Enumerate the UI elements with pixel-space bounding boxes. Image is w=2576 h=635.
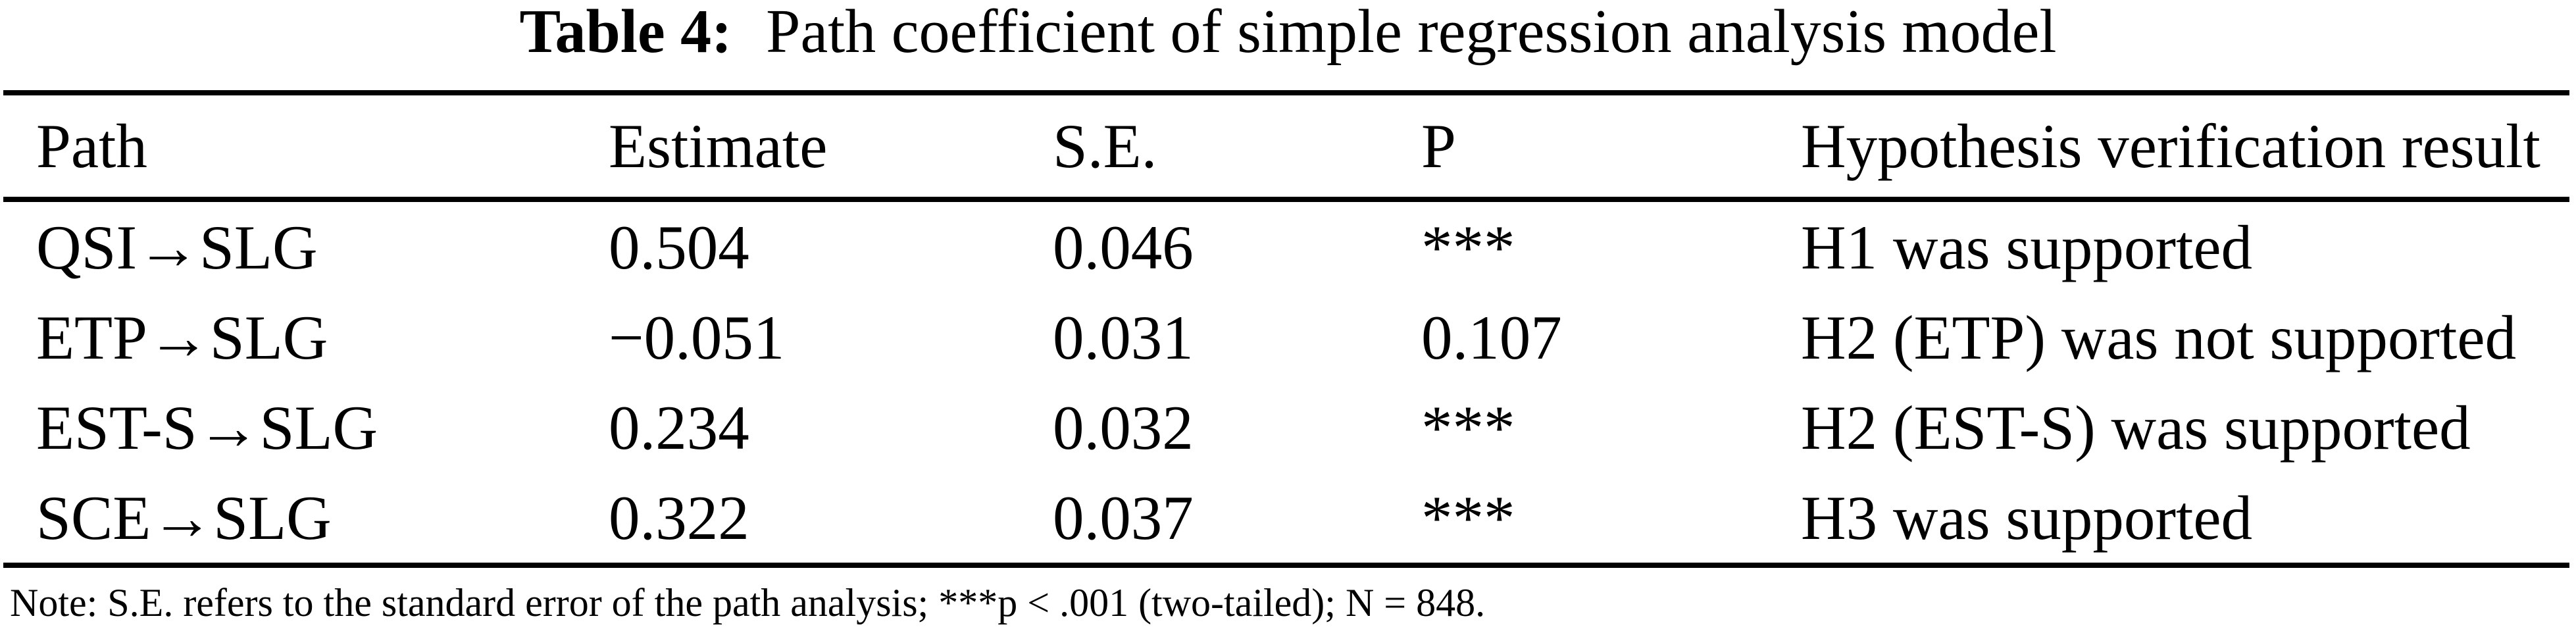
path-coefficient-table: Path Estimate S.E. P Hypothesis verifica… [3, 90, 2569, 568]
table-note: Note: S.E. refers to the standard error … [10, 581, 1486, 624]
table-caption: Table 4: Path coefficient of simple regre… [0, 0, 2576, 63]
cell-path: SCE→SLG [36, 482, 332, 553]
header-row: Path Estimate S.E. P Hypothesis verifica… [3, 93, 2569, 202]
cell-path: ETP→SLG [36, 302, 328, 372]
column-header-result: Hypothesis verification result [1801, 93, 2569, 202]
column-header-p: P [1421, 93, 1801, 202]
table-caption-text: Path coefficient of simple regression an… [766, 0, 2057, 66]
column-header-estimate: Estimate [609, 93, 1053, 202]
cell-se: 0.046 [1053, 212, 1194, 282]
cell-p: 0.107 [1421, 302, 1562, 372]
column-header-path: Path [3, 93, 609, 202]
cell-result: H3 was supported [1801, 482, 2253, 553]
table-row: EST-S→SLG 0.234 0.032 *** H2 (EST-S) was… [3, 382, 2569, 472]
cell-se: 0.031 [1053, 302, 1194, 372]
cell-path: EST-S→SLG [36, 392, 378, 463]
cell-se: 0.032 [1053, 392, 1194, 463]
cell-path: QSI→SLG [36, 212, 318, 282]
table-caption-label: Table 4: [519, 0, 732, 66]
cell-estimate: 0.234 [609, 392, 749, 463]
cell-p: *** [1421, 212, 1515, 282]
cell-result: H2 (ETP) was not supported [1801, 302, 2517, 372]
cell-estimate: −0.051 [609, 302, 785, 372]
cell-estimate: 0.322 [609, 482, 749, 553]
table-row: ETP→SLG −0.051 0.031 0.107 H2 (ETP) was … [3, 292, 2569, 382]
table-row: QSI→SLG 0.504 0.046 *** H1 was supported [3, 199, 2569, 292]
table-row: SCE→SLG 0.322 0.037 *** H3 was supported [3, 472, 2569, 565]
cell-result: H1 was supported [1801, 212, 2253, 282]
column-header-se: S.E. [1053, 93, 1421, 202]
cell-result: H2 (EST-S) was supported [1801, 392, 2471, 463]
cell-p: *** [1421, 392, 1515, 463]
cell-se: 0.037 [1053, 482, 1194, 553]
cell-estimate: 0.504 [609, 212, 749, 282]
cell-p: *** [1421, 482, 1515, 553]
